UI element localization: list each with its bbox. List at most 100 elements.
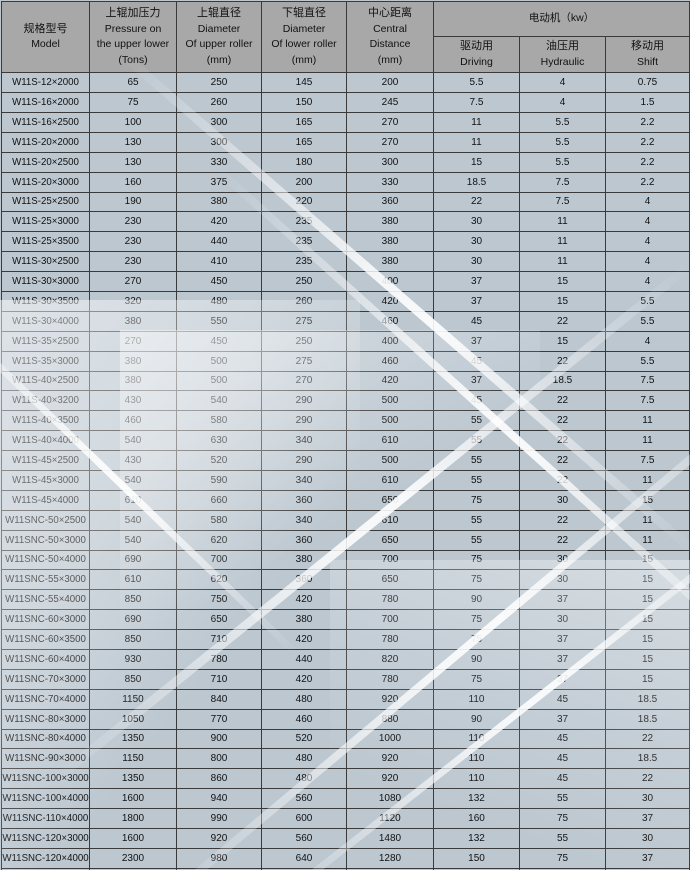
cell-lower-roller: 640 <box>261 847 347 869</box>
table-row: W11SNC-110×4000 1800 990 600 1120 160 75 37 <box>1 808 690 829</box>
table-row: W11S-30×3500 320 480 260 420 37 15 5.5 <box>1 290 690 312</box>
cell-model: W11SNC-50×2500 <box>1 509 90 531</box>
cell-shift: 4 <box>605 191 690 213</box>
cell-driving: 15 <box>433 151 520 173</box>
cell-driving: 30 <box>433 231 520 253</box>
cell-model: W11SNC-80×3000 <box>1 708 90 730</box>
cell-shift: 5.5 <box>605 350 690 372</box>
cell-shift: 37 <box>605 808 690 829</box>
cell-hydraulic: 30 <box>519 549 606 571</box>
cell-pressure: 850 <box>89 629 177 650</box>
col-header-lower-roller-en: Diameter <box>282 23 326 36</box>
cell-hydraulic: 18.5 <box>519 370 606 392</box>
cell-pressure: 130 <box>89 131 177 153</box>
table-row: W11S-30×2500 230 410 235 380 30 11 4 <box>1 251 690 273</box>
cell-hydraulic: 4 <box>519 72 606 94</box>
cell-driving: 37 <box>433 290 520 312</box>
cell-pressure: 100 <box>89 111 177 133</box>
cell-hydraulic: 55 <box>519 788 606 810</box>
cell-central: 610 <box>346 509 434 531</box>
cell-central: 880 <box>346 708 434 730</box>
col-header-lower-roller-en2: Of lower roller <box>271 38 337 51</box>
cell-driving: 55 <box>433 469 520 491</box>
cell-shift: 11 <box>605 430 690 452</box>
cell-pressure: 540 <box>89 529 177 551</box>
cell-hydraulic: 37 <box>519 708 606 730</box>
cell-pressure: 1150 <box>89 748 177 770</box>
cell-model: W11S-25×3500 <box>1 231 90 253</box>
cell-driving: 75 <box>433 569 520 591</box>
cell-lower-roller: 420 <box>261 668 347 690</box>
table-row: W11S-35×2500 270 450 250 400 37 15 4 <box>1 330 690 352</box>
col-header-pressure-cn: 上辊加压力 <box>105 7 161 20</box>
table-row: W11S-16×2000 75 260 150 245 7.5 4 1.5 <box>1 92 690 113</box>
cell-driving: 55 <box>433 450 520 471</box>
cell-driving: 150 <box>433 847 520 869</box>
cell-model: W11S-16×2500 <box>1 111 90 133</box>
cell-model: W11SNC-120×3000 <box>1 828 90 849</box>
cell-shift: 18.5 <box>605 688 690 710</box>
cell-upper-roller: 750 <box>176 589 262 611</box>
cell-shift: 7.5 <box>605 390 690 412</box>
cell-upper-roller: 300 <box>176 111 262 133</box>
table-row: W11SNC-50×4000 690 700 380 700 75 30 15 <box>1 549 690 571</box>
cell-central: 460 <box>346 350 434 372</box>
cell-driving: 37 <box>433 330 520 352</box>
cell-lower-roller: 480 <box>261 688 347 710</box>
cell-pressure: 380 <box>89 310 177 332</box>
table-row: W11SNC-90×3000 1150 800 480 920 110 45 18.5 <box>1 748 690 770</box>
cell-driving: 55 <box>433 529 520 551</box>
cell-lower-roller: 380 <box>261 609 347 631</box>
cell-upper-roller: 660 <box>176 489 262 511</box>
cell-lower-roller: 165 <box>261 131 347 153</box>
cell-central: 270 <box>346 131 434 153</box>
cell-driving: 75 <box>433 629 520 650</box>
table-row: W11S-25×3500 230 440 235 380 30 11 4 <box>1 231 690 253</box>
cell-shift: 4 <box>605 211 690 233</box>
table-row: W11S-45×4000 610 660 360 650 75 30 15 <box>1 489 690 511</box>
cell-driving: 132 <box>433 828 520 849</box>
cell-model: W11SNC-90×3000 <box>1 748 90 770</box>
cell-central: 500 <box>346 390 434 412</box>
cell-lower-roller: 275 <box>261 310 347 332</box>
cell-pressure: 610 <box>89 489 177 511</box>
cell-upper-roller: 920 <box>176 828 262 849</box>
cell-hydraulic: 45 <box>519 768 606 790</box>
table-row: W11S-20×3000 160 375 200 330 18.5 7.5 2.2 <box>1 171 690 193</box>
cell-model: W11SNC-55×3000 <box>1 569 90 591</box>
cell-shift: 15 <box>605 589 690 611</box>
cell-pressure: 65 <box>89 72 177 94</box>
cell-pressure: 850 <box>89 668 177 690</box>
cell-central: 420 <box>346 370 434 392</box>
cell-central: 650 <box>346 529 434 551</box>
cell-model: W11S-40×3200 <box>1 390 90 412</box>
cell-model: W11S-30×3000 <box>1 271 90 292</box>
cell-central: 650 <box>346 489 434 511</box>
cell-central: 1480 <box>346 828 434 849</box>
cell-upper-roller: 480 <box>176 290 262 312</box>
cell-driving: 90 <box>433 708 520 730</box>
cell-driving: 11 <box>433 131 520 153</box>
cell-shift: 37 <box>605 847 690 869</box>
cell-model: W11SNC-110×4000 <box>1 808 90 829</box>
cell-lower-roller: 290 <box>261 450 347 471</box>
col-header-hydraulic: 油压用 Hydraulic <box>519 35 606 74</box>
cell-upper-roller: 940 <box>176 788 262 810</box>
cell-shift: 7.5 <box>605 370 690 392</box>
cell-central: 270 <box>346 111 434 133</box>
cell-upper-roller: 500 <box>176 370 262 392</box>
cell-driving: 75 <box>433 549 520 571</box>
cell-model: W11SNC-60×4000 <box>1 648 90 670</box>
table-row: W11SNC-70×4000 1150 840 480 920 110 45 18.5 <box>1 688 690 710</box>
cell-hydraulic: 4 <box>519 92 606 113</box>
cell-model: W11S-30×3500 <box>1 290 90 312</box>
cell-hydraulic: 55 <box>519 828 606 849</box>
cell-model: W11S-45×3000 <box>1 469 90 491</box>
cell-hydraulic: 15 <box>519 330 606 352</box>
cell-hydraulic: 37 <box>519 629 606 650</box>
cell-lower-roller: 420 <box>261 589 347 611</box>
cell-lower-roller: 290 <box>261 390 347 412</box>
table-row: W11SNC-60×3500 850 710 420 780 75 37 15 <box>1 629 690 650</box>
table-row: W11SNC-80×3000 1050 770 460 880 90 37 18.5 <box>1 708 690 730</box>
cell-lower-roller: 560 <box>261 828 347 849</box>
